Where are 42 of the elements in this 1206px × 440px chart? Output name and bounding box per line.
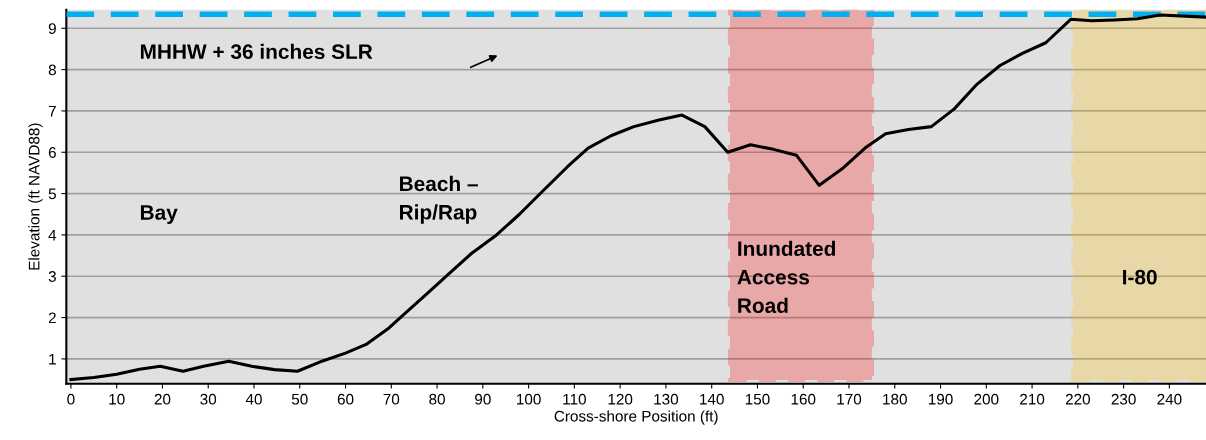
x-tick-label: 20 [154, 393, 171, 405]
x-tick-label: 100 [517, 393, 541, 405]
x-tick-label: 200 [974, 393, 999, 405]
x-tick-label: 230 [1111, 393, 1136, 405]
annotation: Beach – Rip/Rap [400, 175, 478, 224]
x-tick-label: 240 [1157, 393, 1182, 405]
x-tick-label: 50 [291, 393, 308, 405]
y-tick-label: 9 [48, 23, 56, 34]
x-tick-label: 220 [1065, 393, 1090, 405]
band-label: Inundated Access Road [737, 240, 836, 314]
x-tick-label: 40 [245, 393, 262, 405]
y-tick-label: 3 [48, 271, 56, 282]
x-tick-label: 140 [700, 393, 724, 405]
x-tick-label: 150 [745, 393, 770, 405]
x-tick-label: 130 [654, 393, 679, 405]
x-tick-label: 120 [608, 393, 633, 405]
annotation: Bay [140, 205, 178, 224]
y-tick-label: 8 [48, 64, 56, 76]
x-tick-label: 180 [883, 393, 907, 405]
x-tick-label: 80 [429, 393, 445, 405]
x-tick-label: 0 [67, 393, 75, 405]
y-tick-label: 6 [48, 147, 56, 158]
x-tick-label: 160 [791, 393, 816, 405]
x-tick-label: 30 [200, 393, 217, 405]
y-tick-label: 2 [48, 312, 56, 324]
x-tick-label: 190 [928, 393, 953, 405]
x-tick-label: 10 [109, 393, 125, 405]
x-tick-label: 60 [337, 393, 354, 405]
ref-line-label: MHHW + 36 inches SLR [140, 43, 373, 60]
x-tick-label: 210 [1020, 393, 1045, 405]
x-axis-title: Cross-shore Position (ft) [554, 410, 718, 425]
x-tick-label: 170 [837, 393, 862, 405]
line-series [69, 13, 1206, 382]
band-label: I-80 [1123, 269, 1157, 285]
y-tick-label: 7 [48, 105, 56, 117]
y-axis-title: Elevation (ft NAVD88) [28, 123, 43, 270]
x-tick-label: 110 [563, 393, 586, 405]
x-tick-label: 90 [475, 393, 491, 405]
y-tick-label: 5 [48, 188, 56, 200]
y-tick-label: 4 [48, 229, 57, 241]
x-tick-label: 70 [383, 393, 400, 405]
y-tick-label: 1 [49, 353, 56, 365]
